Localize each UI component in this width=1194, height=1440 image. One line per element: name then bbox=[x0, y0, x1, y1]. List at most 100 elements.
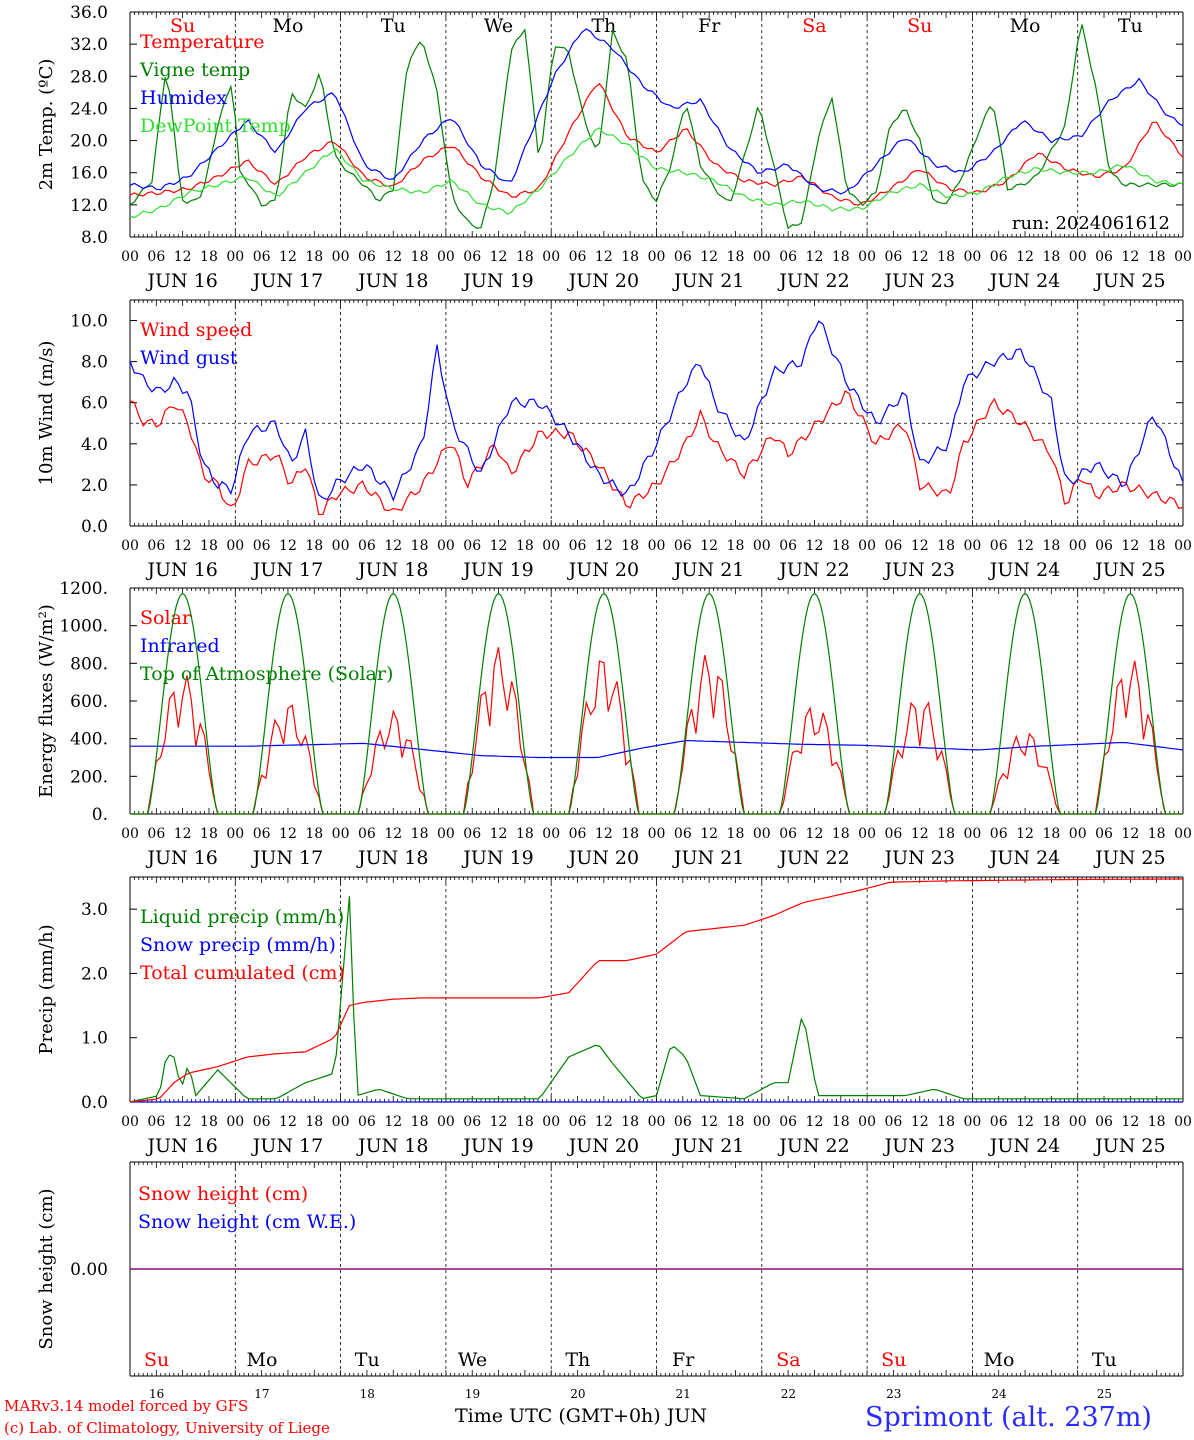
x-tick-label: 12 bbox=[279, 249, 297, 265]
x-tick-label: 12 bbox=[595, 826, 613, 842]
x-tick-label: 00 bbox=[332, 826, 350, 842]
date-label: JUN 20 bbox=[567, 847, 639, 869]
x-tick-label: 00 bbox=[858, 538, 876, 554]
legend-label: Wind gust bbox=[140, 347, 238, 369]
x-tick-label: 06 bbox=[779, 538, 797, 554]
x-tick-label: 18 bbox=[832, 826, 850, 842]
legend-label: Temperature bbox=[140, 31, 264, 53]
x-axis-title: Time UTC (GMT+0h) JUN bbox=[455, 1405, 707, 1427]
x-tick-label: 12 bbox=[911, 249, 929, 265]
legend-label: Snow precip (mm/h) bbox=[140, 934, 336, 956]
series-line-liquid-precip-mm-h bbox=[129, 896, 1183, 1103]
x-tick-label: 06 bbox=[779, 249, 797, 265]
panel-3: 0. 200. 400. 600. 800. 1000. 1200.Energy fluxe… bbox=[36, 579, 1192, 869]
series-line-wind-speed bbox=[129, 389, 1184, 516]
y-axis-title: 10m Wind (m/s) bbox=[36, 341, 57, 486]
y-axis-title: 2m Temp. (ºC) bbox=[36, 59, 57, 191]
date-label: JUN 16 bbox=[145, 847, 217, 869]
date-label: JUN 18 bbox=[356, 559, 428, 581]
x-tick-label: 06 bbox=[885, 249, 903, 265]
x-tick-label: 06 bbox=[569, 249, 587, 265]
weekday-label: We bbox=[484, 15, 513, 37]
x-tick-label: 00 bbox=[226, 538, 244, 554]
y-tick-label: 20.0 bbox=[70, 132, 108, 152]
x-tick-label: 00 bbox=[1069, 249, 1087, 265]
date-label: JUN 20 bbox=[567, 1135, 639, 1157]
x-tick-label: 06 bbox=[674, 826, 692, 842]
y-tick-label: 1.0 bbox=[81, 1029, 108, 1049]
x-tick-label: 12 bbox=[1016, 249, 1034, 265]
x-tick-label: 18 bbox=[621, 1114, 639, 1130]
date-label: JUN 23 bbox=[883, 559, 955, 581]
series-line-dewpoint-temp bbox=[129, 127, 1184, 219]
x-tick-label: 00 bbox=[648, 1114, 666, 1130]
x-tick-label: 18 bbox=[621, 538, 639, 554]
series-line-humidex bbox=[129, 28, 1184, 195]
x-tick-label: 12 bbox=[700, 538, 718, 554]
y-tick-label: 2.0 bbox=[81, 476, 108, 496]
x-tick-label: 18 bbox=[411, 538, 429, 554]
x-tick-label: 12 bbox=[806, 1114, 824, 1130]
date-label: JUN 22 bbox=[777, 559, 849, 581]
x-tick-label: 06 bbox=[990, 1114, 1008, 1130]
date-label: JUN 20 bbox=[567, 559, 639, 581]
legend-label: Solar bbox=[140, 607, 192, 629]
y-tick-label: 6.0 bbox=[81, 394, 108, 414]
x-tick-label: 00 bbox=[542, 538, 560, 554]
x-tick-label: 00 bbox=[963, 826, 981, 842]
y-tick-label: 400. bbox=[70, 730, 108, 750]
x-tick-label: 00 bbox=[437, 249, 455, 265]
x-tick-label: 06 bbox=[147, 538, 165, 554]
x-tick-label: 12 bbox=[1121, 1114, 1139, 1130]
day-number: 19 bbox=[465, 1387, 480, 1401]
x-tick-label: 06 bbox=[779, 826, 797, 842]
x-tick-label: 12 bbox=[490, 538, 508, 554]
x-tick-label: 06 bbox=[253, 538, 271, 554]
x-tick-label: 18 bbox=[727, 249, 745, 265]
day-number: 22 bbox=[781, 1387, 796, 1401]
weekday-label: Fr bbox=[672, 1349, 695, 1371]
y-tick-label: 1200. bbox=[59, 579, 108, 599]
weekday-label: Sa bbox=[802, 15, 826, 37]
date-label: JUN 23 bbox=[883, 1135, 955, 1157]
date-label: JUN 21 bbox=[672, 1135, 744, 1157]
x-tick-label: 12 bbox=[174, 1114, 192, 1130]
x-tick-label: 12 bbox=[174, 249, 192, 265]
x-tick-label: 12 bbox=[384, 1114, 402, 1130]
x-tick-label: 06 bbox=[990, 249, 1008, 265]
weekday-label: Mo bbox=[1010, 15, 1041, 37]
x-tick-label: 12 bbox=[595, 1114, 613, 1130]
x-tick-label: 12 bbox=[384, 249, 402, 265]
x-tick-label: 18 bbox=[1148, 1114, 1166, 1130]
day-number: 25 bbox=[1097, 1387, 1112, 1401]
x-tick-label: 18 bbox=[305, 826, 323, 842]
panel-1: 8.0 12.0 16.0 20.0 24.0 28.0 32.0 36.0 2m Temp. … bbox=[36, 3, 1192, 292]
x-tick-label: 12 bbox=[911, 826, 929, 842]
date-label: JUN 16 bbox=[145, 559, 217, 581]
y-tick-label: 8.0 bbox=[81, 228, 108, 248]
x-tick-label: 12 bbox=[490, 826, 508, 842]
date-label: JUN 24 bbox=[988, 559, 1060, 581]
x-tick-label: 12 bbox=[911, 1114, 929, 1130]
station-name: Sprimont (alt. 237m) bbox=[865, 1402, 1152, 1433]
x-tick-label: 00 bbox=[121, 826, 139, 842]
date-label: JUN 18 bbox=[356, 1135, 428, 1157]
x-tick-label: 06 bbox=[569, 538, 587, 554]
y-tick-label: 0.0 bbox=[81, 517, 108, 537]
x-tick-label: 12 bbox=[595, 249, 613, 265]
x-tick-label: 18 bbox=[727, 826, 745, 842]
series-line-infrared bbox=[130, 739, 1184, 759]
x-tick-label: 00 bbox=[121, 538, 139, 554]
y-tick-label: 10.0 bbox=[70, 312, 108, 332]
y-tick-label: 0. bbox=[92, 805, 108, 825]
x-tick-label: 00 bbox=[858, 826, 876, 842]
x-tick-label: 12 bbox=[1016, 826, 1034, 842]
x-tick-label: 18 bbox=[832, 249, 850, 265]
x-tick-label: 18 bbox=[832, 1114, 850, 1130]
legend-label: DewPoint Temp bbox=[140, 115, 291, 137]
x-tick-label: 06 bbox=[463, 538, 481, 554]
date-label: JUN 17 bbox=[251, 559, 323, 581]
date-label: JUN 25 bbox=[1093, 270, 1165, 292]
x-tick-label: 18 bbox=[1042, 249, 1060, 265]
date-label: JUN 24 bbox=[988, 1135, 1060, 1157]
